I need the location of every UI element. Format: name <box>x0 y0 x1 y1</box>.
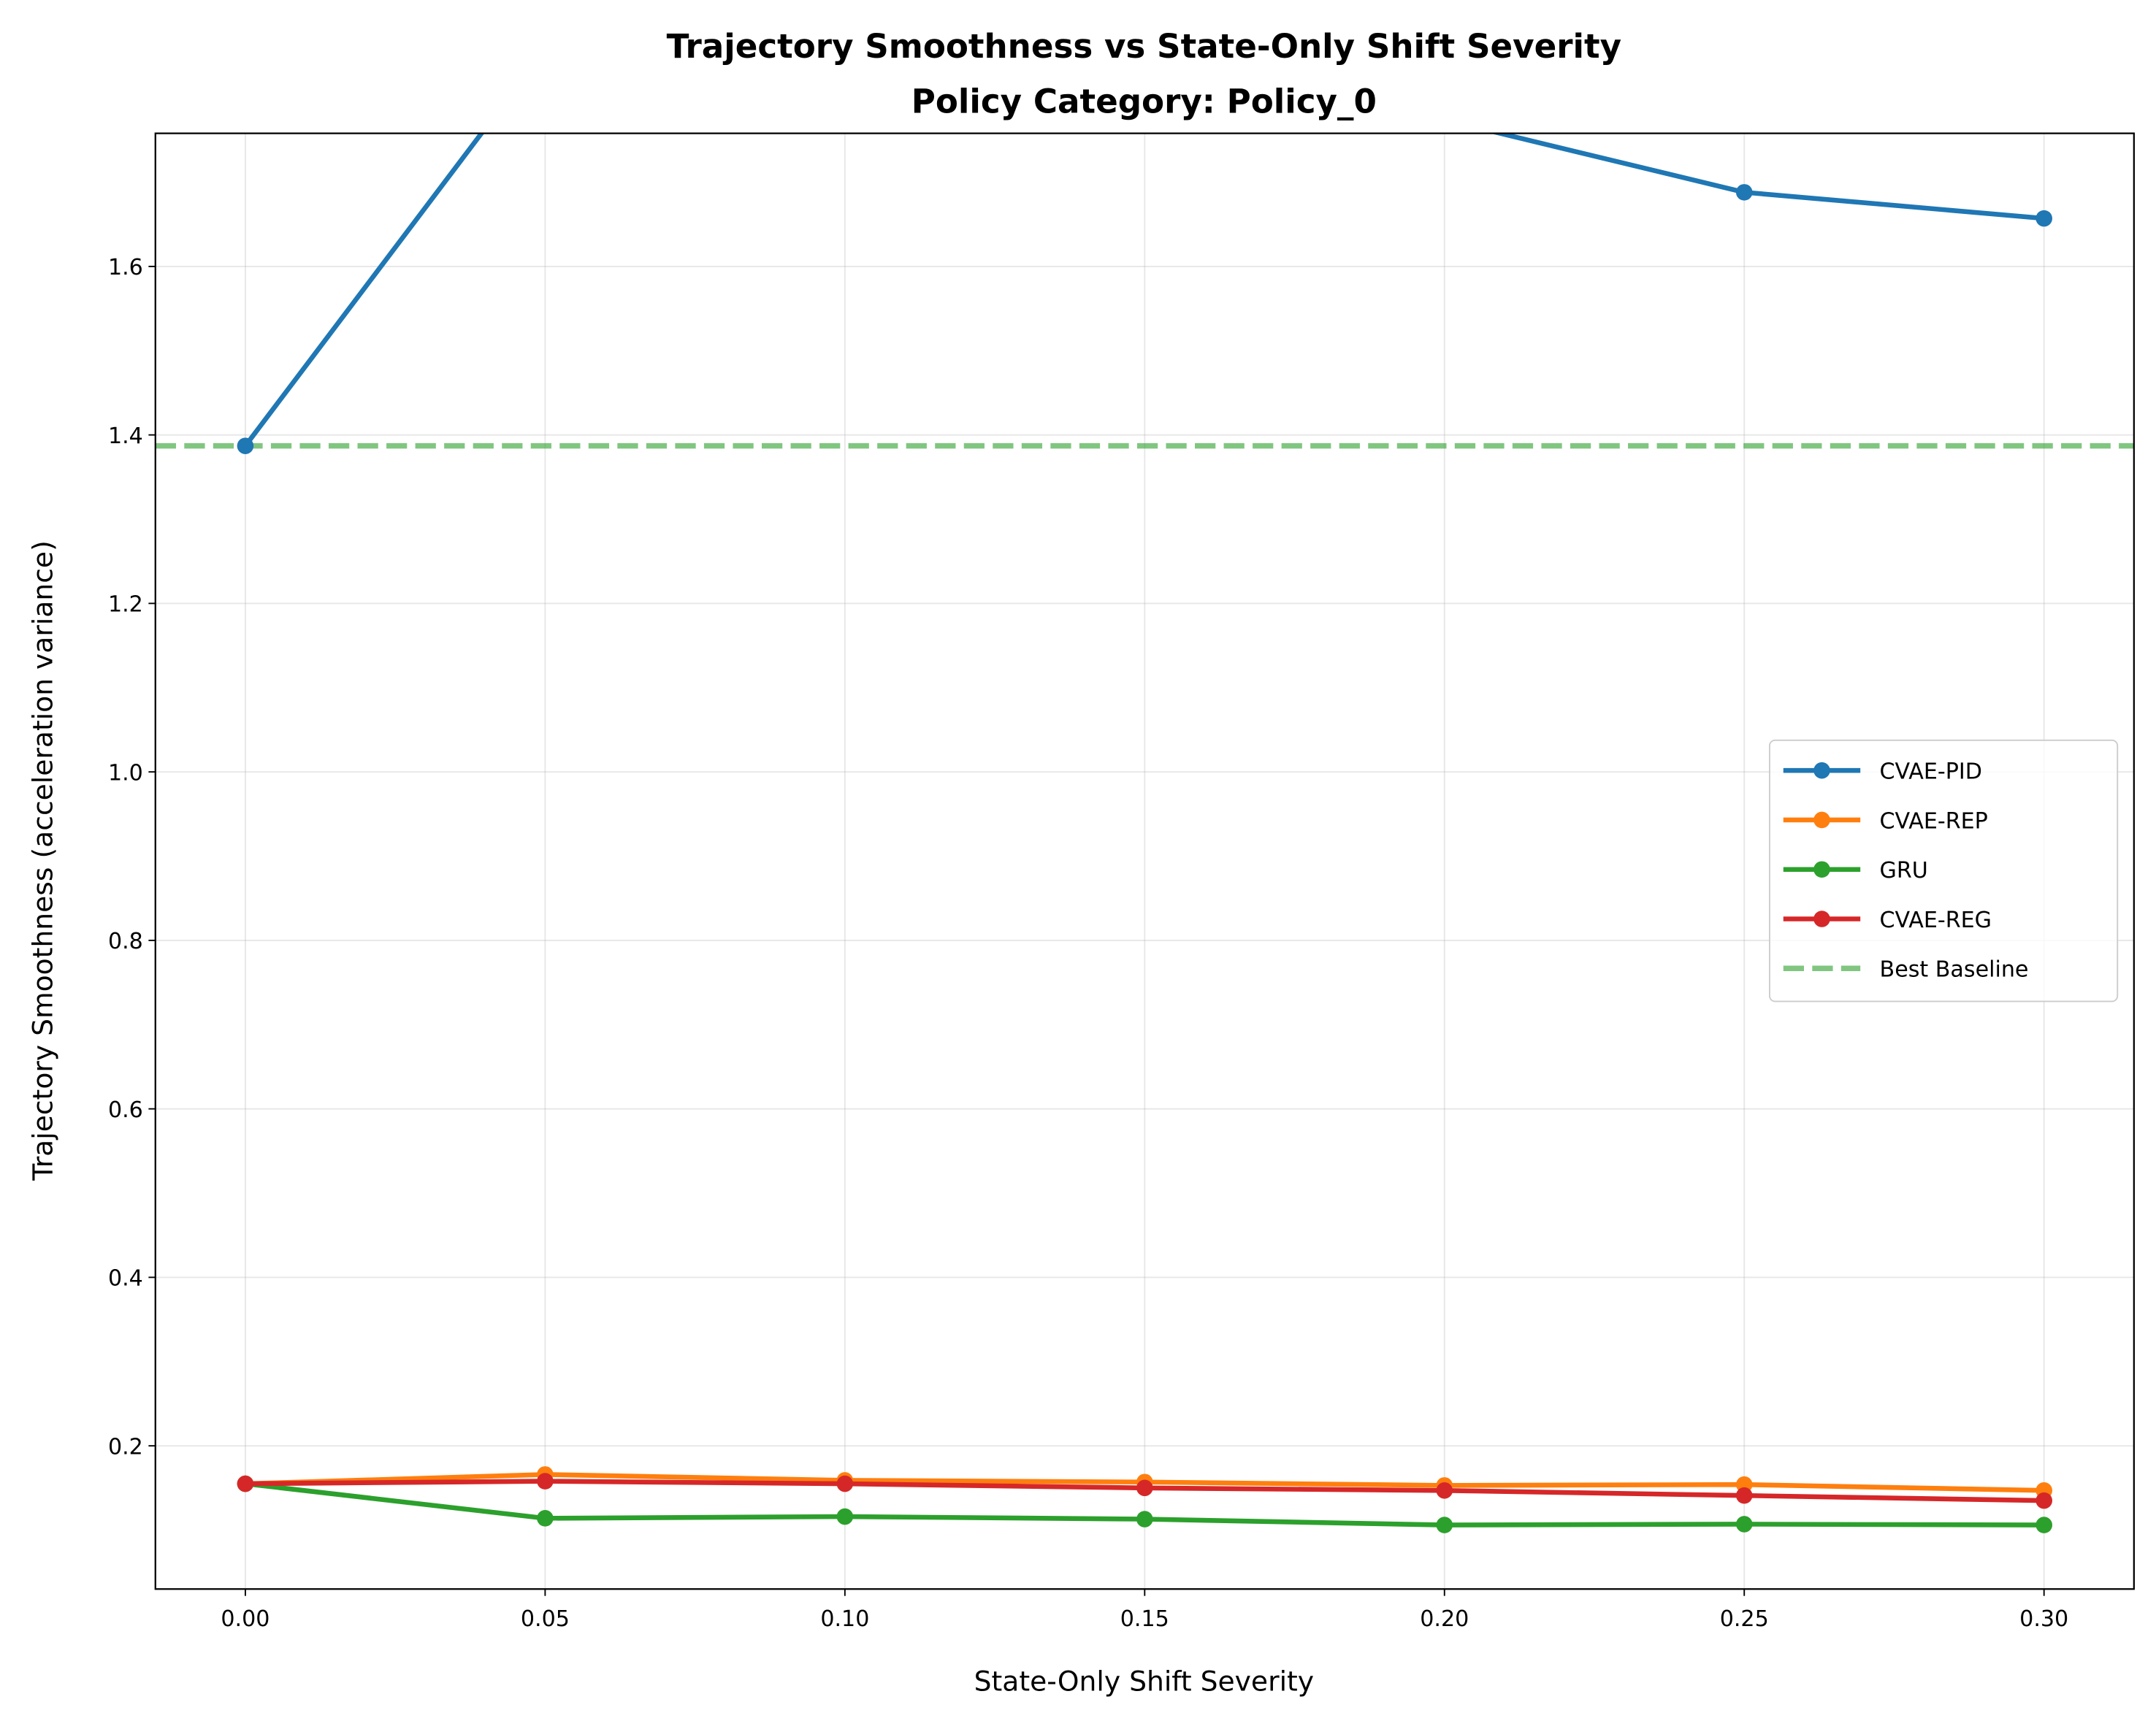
data-point <box>2035 1517 2052 1533</box>
data-point <box>1136 1511 1153 1528</box>
y-tick-label: 1.4 <box>108 423 143 449</box>
y-tick-label: 0.6 <box>108 1097 143 1123</box>
x-tick-label: 0.15 <box>1120 1606 1169 1632</box>
legend-marker <box>1813 861 1830 878</box>
data-point <box>537 1510 554 1527</box>
data-point <box>1735 1487 1753 1504</box>
legend-marker <box>1813 911 1830 927</box>
x-tick-label: 0.10 <box>820 1606 869 1632</box>
data-point <box>1136 1479 1153 1497</box>
chart-subtitle: Policy Category: Policy_0 <box>911 82 1377 120</box>
legend-label: GRU <box>1880 858 1928 884</box>
y-tick-label: 1.2 <box>108 592 143 618</box>
data-point <box>537 1473 554 1490</box>
y-tick-label: 1.6 <box>108 255 143 280</box>
x-tick-label: 0.05 <box>521 1606 570 1632</box>
legend-label: CVAE-REP <box>1880 808 1988 834</box>
chart-title: Trajectory Smoothness vs State-Only Shif… <box>667 27 1621 66</box>
data-point <box>2035 210 2052 227</box>
y-tick-label: 1.0 <box>108 760 143 786</box>
y-tick-label: 0.8 <box>108 929 143 954</box>
plot-area <box>155 133 2134 1533</box>
y-tick-label: 0.2 <box>108 1434 143 1460</box>
x-axis-label: State-Only Shift Severity <box>974 1666 1314 1698</box>
data-point <box>1436 1517 1453 1533</box>
legend-marker <box>1813 811 1830 829</box>
y-axis-label: Trajectory Smoothness (acceleration vari… <box>27 540 59 1181</box>
data-point <box>2035 1492 2052 1509</box>
data-point <box>836 1475 854 1492</box>
x-tick-label: 0.20 <box>1420 1606 1469 1632</box>
legend: CVAE-PID CVAE-REP GRU CVAE-REG Best Baseline <box>1769 739 2119 1003</box>
x-tick-label: 0.30 <box>2019 1606 2068 1632</box>
data-point <box>1735 184 1753 201</box>
data-point <box>237 437 254 454</box>
y-tick-label: 0.4 <box>108 1266 143 1292</box>
data-point <box>1436 1482 1453 1499</box>
legend-label: CVAE-REG <box>1880 908 1992 933</box>
data-point <box>237 1475 254 1492</box>
x-tick-label: 0.00 <box>221 1606 270 1632</box>
legend-marker <box>1813 762 1830 779</box>
legend-label: CVAE-PID <box>1880 759 1982 784</box>
data-point <box>836 1508 854 1525</box>
legend-box <box>1769 739 2119 1003</box>
legend-label: Best Baseline <box>1880 957 2029 983</box>
x-tick-label: 0.25 <box>1720 1606 1769 1632</box>
plot-frame <box>154 132 2135 1590</box>
data-point <box>1735 1516 1753 1533</box>
